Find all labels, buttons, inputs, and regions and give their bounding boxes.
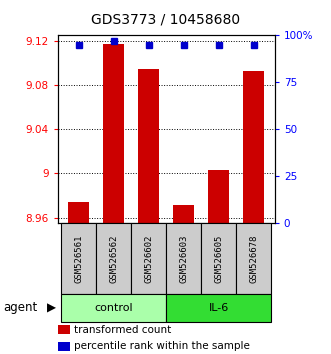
Text: GSM526678: GSM526678	[249, 234, 258, 282]
Text: control: control	[95, 303, 133, 313]
Bar	[208, 170, 229, 223]
Text: GDS3773 / 10458680: GDS3773 / 10458680	[91, 12, 240, 27]
Text: GSM526561: GSM526561	[74, 234, 83, 282]
Bar	[58, 342, 70, 351]
Bar	[236, 223, 271, 294]
Text: transformed count: transformed count	[74, 325, 171, 335]
Bar	[62, 223, 96, 294]
Bar	[62, 294, 166, 322]
Bar	[173, 205, 194, 223]
Text: agent: agent	[3, 302, 37, 314]
Bar	[131, 223, 166, 294]
Text: IL-6: IL-6	[209, 303, 229, 313]
Text: GSM526602: GSM526602	[144, 234, 153, 282]
Text: ▶: ▶	[47, 302, 56, 314]
Bar	[243, 71, 264, 223]
Bar	[103, 44, 124, 223]
Bar	[166, 294, 271, 322]
Bar	[69, 202, 89, 223]
Bar	[166, 223, 201, 294]
Bar	[138, 69, 159, 223]
Bar	[96, 223, 131, 294]
Bar	[58, 325, 70, 334]
Text: GSM526603: GSM526603	[179, 234, 188, 282]
Bar	[201, 223, 236, 294]
Text: percentile rank within the sample: percentile rank within the sample	[74, 341, 250, 352]
Text: GSM526562: GSM526562	[109, 234, 118, 282]
Text: GSM526605: GSM526605	[214, 234, 223, 282]
